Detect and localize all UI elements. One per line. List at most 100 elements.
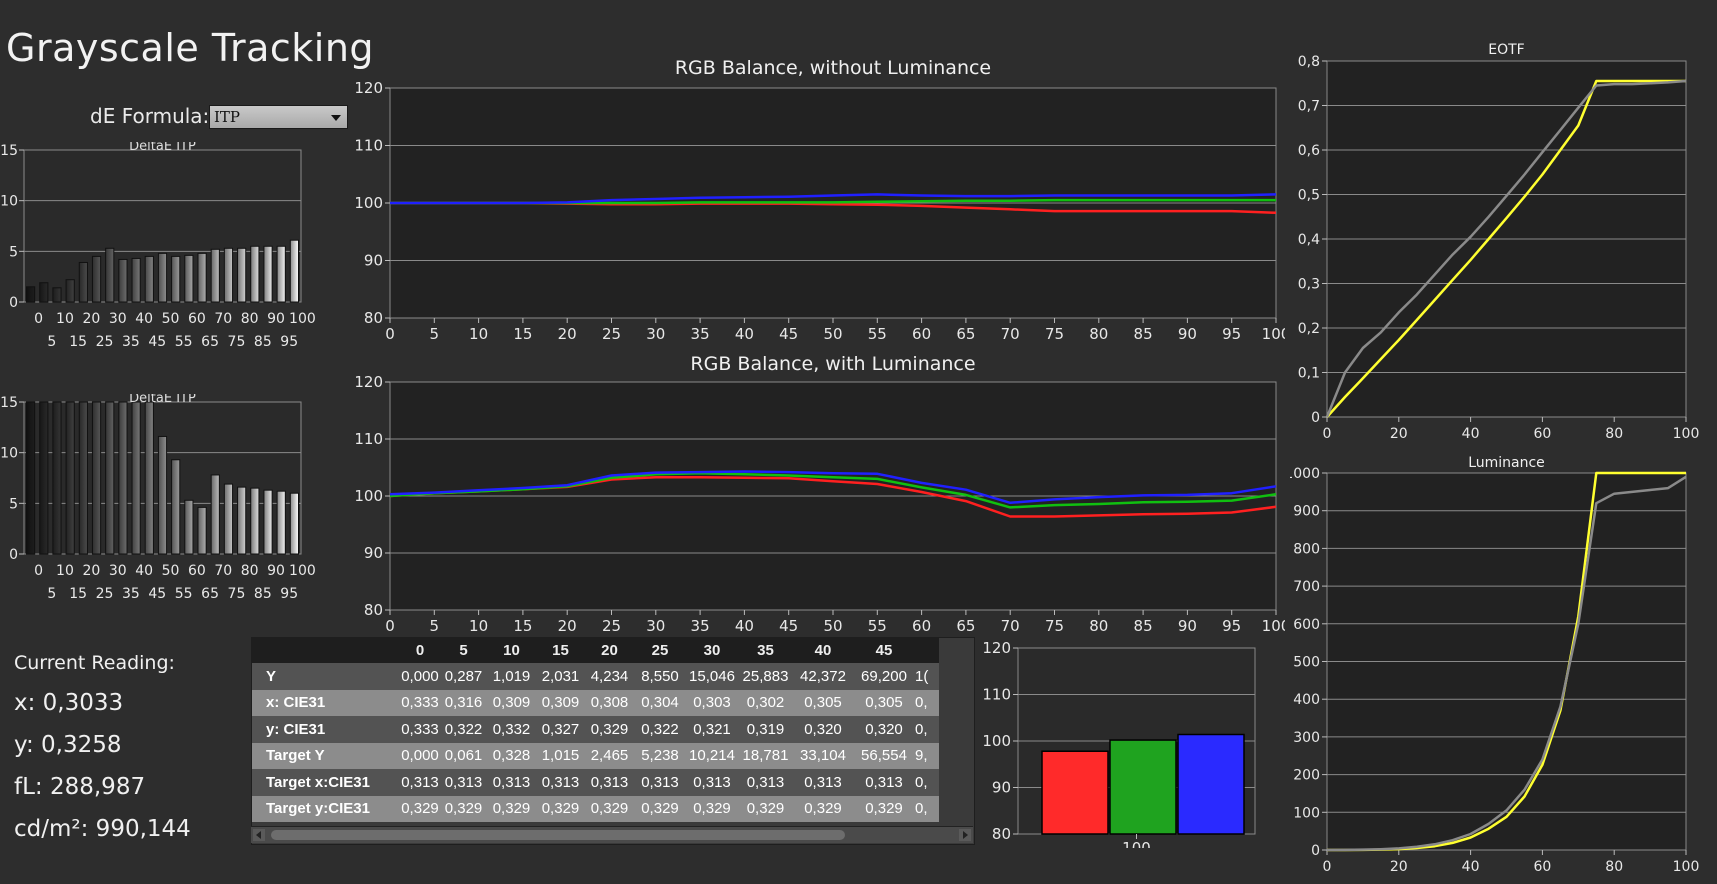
- table-header-corner: [252, 638, 400, 663]
- y-tick-label: 110: [354, 137, 383, 155]
- deltae-bar: [144, 401, 154, 555]
- deltae-bar: [197, 506, 207, 555]
- y-tick-label: 0: [9, 295, 18, 311]
- y-tick-label: 5: [9, 496, 18, 512]
- x-tick-label: 70: [214, 311, 232, 327]
- table-cell: 2,465: [585, 742, 634, 769]
- deltae-bar: [237, 247, 247, 303]
- x-tick-label: 0: [1323, 426, 1332, 442]
- x-tick-label: 65: [201, 586, 219, 602]
- rgb-bars-chart: 80 90 100 110 120 100: [982, 639, 1256, 848]
- x-tick-label: 55: [868, 617, 887, 635]
- column-header: 20: [585, 638, 634, 663]
- deltae-bar: [144, 255, 154, 303]
- formula-dropdown[interactable]: ITP: [209, 105, 348, 129]
- table-cell: 0,309: [487, 689, 536, 716]
- deltae-bar: [184, 254, 194, 303]
- table-cell: 0,320: [793, 716, 853, 743]
- deltae-bar: [65, 279, 75, 303]
- x-tick-label: 40: [1462, 426, 1480, 442]
- deltae-bar: [105, 247, 115, 303]
- table-row[interactable]: x: CIE31 0,333 0,316 0,309 0,309 0,308 0,304 0,…: [252, 689, 939, 716]
- column-header: 45: [853, 638, 915, 663]
- x-tick-label: 65: [956, 617, 975, 635]
- deltae-bar: [197, 252, 207, 303]
- x-tick-label: 25: [602, 325, 621, 343]
- column-header: 40: [793, 638, 853, 663]
- table-cell: 0,000: [400, 663, 440, 690]
- x-tick-label: 45: [779, 325, 798, 343]
- table-row[interactable]: Y 0,000 0,287 1,019 2,031 4,234 8,550 15,046 25,…: [252, 663, 939, 690]
- x-tick-label: 20: [558, 617, 577, 635]
- x-tick-label: 90: [1178, 325, 1197, 343]
- row-label: Target y:CIE31: [252, 795, 400, 822]
- table-cell: 18,781: [738, 742, 793, 769]
- deltae-bar: [78, 261, 88, 303]
- x-tick-label: 30: [109, 311, 127, 327]
- series-line: [389, 470, 1277, 505]
- table-cell: 0,329: [686, 795, 738, 822]
- x-tick-label: 25: [602, 617, 621, 635]
- measurement-table[interactable]: 0 5 10 15 20 25 30 35 40 45 Y 0,000 0,287 1…: [251, 637, 975, 845]
- x-tick-label: 15: [69, 334, 87, 350]
- table-row[interactable]: Target Y 0,000 0,061 0,328 1,015 2,465 5,238 10…: [252, 742, 939, 769]
- scroll-left-arrow-icon[interactable]: [253, 829, 265, 841]
- rgb-balance-chart: 80 90 100 110 120 0 5 10 15 20 25 30 35 40 45 50 55 60 65 7…: [354, 57, 1285, 343]
- rgb-bar: [1041, 750, 1109, 835]
- x-tick-label: 70: [1001, 325, 1020, 343]
- table-cell: 0,329: [585, 795, 634, 822]
- table-row[interactable]: y: CIE31 0,333 0,322 0,332 0,327 0,329 0,322 0,…: [252, 716, 939, 743]
- x-tick-label: 100: [1262, 617, 1285, 635]
- column-header: 15: [536, 638, 585, 663]
- x-tick-label: 60: [912, 617, 931, 635]
- x-tick-label: 80: [1605, 426, 1623, 442]
- scroll-right-arrow-icon[interactable]: [959, 829, 971, 841]
- x-tick-label: 0: [385, 617, 395, 635]
- table-scrollbar[interactable]: [251, 826, 973, 843]
- table-cell: 0,313: [738, 769, 793, 796]
- table-cell: 10,214: [686, 742, 738, 769]
- page-title: Grayscale Tracking: [6, 26, 375, 70]
- deltae-bar: [131, 401, 141, 555]
- table-row[interactable]: Target y:CIE31 0,329 0,329 0,329 0,329 0,329 0…: [252, 795, 939, 822]
- column-header: 25: [634, 638, 686, 663]
- chart-title: EOTF: [1488, 42, 1524, 58]
- table-cell: 0,332: [487, 716, 536, 743]
- table-cell: 8,550: [634, 663, 686, 690]
- x-tick-label: 10: [469, 325, 488, 343]
- column-header: 30: [686, 638, 738, 663]
- y-tick-label: 100: [1293, 805, 1320, 821]
- table-header-row: 0 5 10 15 20 25 30 35 40 45: [252, 638, 939, 663]
- chevron-down-icon[interactable]: [331, 115, 341, 121]
- y-tick-label: 500: [1293, 655, 1320, 671]
- y-tick-label: 10: [0, 194, 18, 210]
- x-tick-label: 100: [1673, 859, 1700, 875]
- x-tick-label: 95: [1222, 325, 1241, 343]
- table-cell: 56,554: [853, 742, 915, 769]
- x-tick-label: 100: [1673, 426, 1700, 442]
- x-tick-label: 75: [1045, 617, 1064, 635]
- x-tick-label: 85: [254, 334, 272, 350]
- table-cell: 15,046: [686, 663, 738, 690]
- y-tick-label: 700: [1293, 579, 1320, 595]
- table-cell: 0,322: [440, 716, 487, 743]
- y-tick-label: 600: [1293, 617, 1320, 633]
- chart-title: Luminance: [1468, 455, 1545, 471]
- x-tick-label: 90: [267, 563, 285, 579]
- deltae-bar: [223, 247, 234, 303]
- series-line: [1326, 475, 1687, 852]
- deltae-bar: [52, 287, 62, 303]
- x-tick-label: 30: [646, 617, 665, 635]
- scrollbar-thumb[interactable]: [271, 830, 845, 840]
- deltae-bar: [91, 401, 102, 555]
- table-cell: 1,019: [487, 663, 536, 690]
- y-tick-label: 0,6: [1298, 143, 1320, 159]
- y-tick-label: 0,8: [1298, 54, 1320, 70]
- table-cell: 0,313: [440, 769, 487, 796]
- table-row[interactable]: Target x:CIE31 0,313 0,313 0,313 0,313 0,313 0…: [252, 769, 939, 796]
- deltae-bar: [26, 401, 36, 555]
- x-tick-label: 85: [1134, 325, 1153, 343]
- x-tick-label: 40: [735, 617, 754, 635]
